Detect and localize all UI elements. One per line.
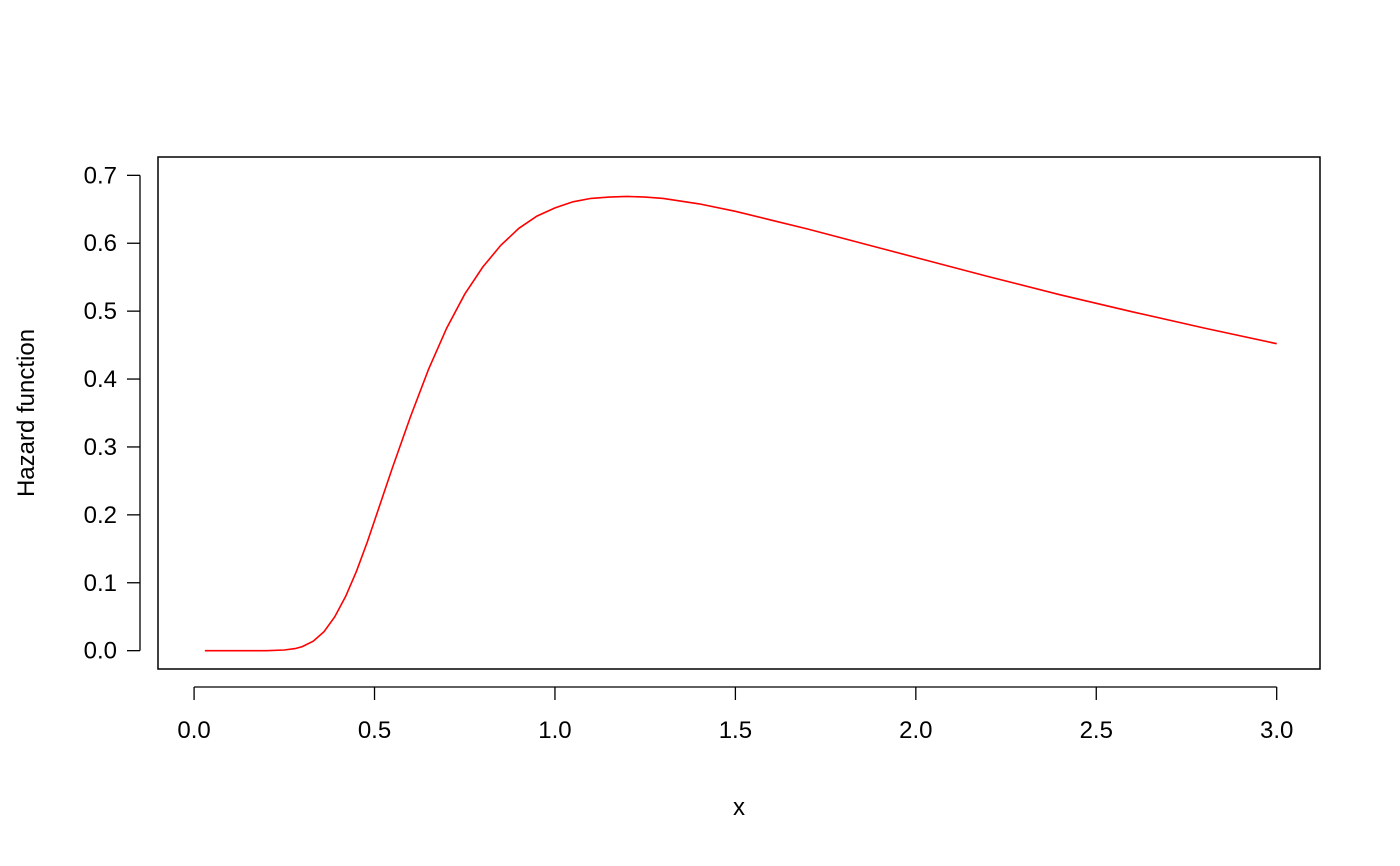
x-tick-label: 3.0 (1260, 717, 1293, 744)
y-axis: 0.0 0.1 0.2 0.3 0.4 0.5 0.6 0.7 (84, 162, 141, 665)
x-tick-label: 0.5 (358, 717, 391, 744)
x-axis: 0.0 0.5 1.0 1.5 2.0 2.5 3.0 (177, 686, 1293, 744)
y-tick-label: 0.3 (84, 434, 117, 461)
y-tick-label: 0.2 (84, 502, 117, 529)
x-tick-label: 1.5 (719, 717, 752, 744)
x-tick-label: 0.0 (177, 717, 210, 744)
x-tick-label: 1.0 (538, 717, 571, 744)
y-tick-label: 0.6 (84, 230, 117, 257)
x-tick-label: 2.5 (1080, 717, 1113, 744)
series-layer (204, 195, 1277, 652)
y-tick-label: 0.7 (84, 162, 117, 189)
y-tick-label: 0.5 (84, 298, 117, 325)
y-axis-title: Hazard function (13, 329, 40, 497)
y-tick-label: 0.4 (84, 366, 117, 393)
hazard-curve-line (204, 195, 1277, 652)
x-axis-title: x (733, 794, 745, 821)
plot-area-frame (157, 156, 1321, 670)
y-tick-label: 0.1 (84, 570, 117, 597)
y-tick-label: 0.0 (84, 638, 117, 665)
x-tick-label: 2.0 (899, 717, 932, 744)
